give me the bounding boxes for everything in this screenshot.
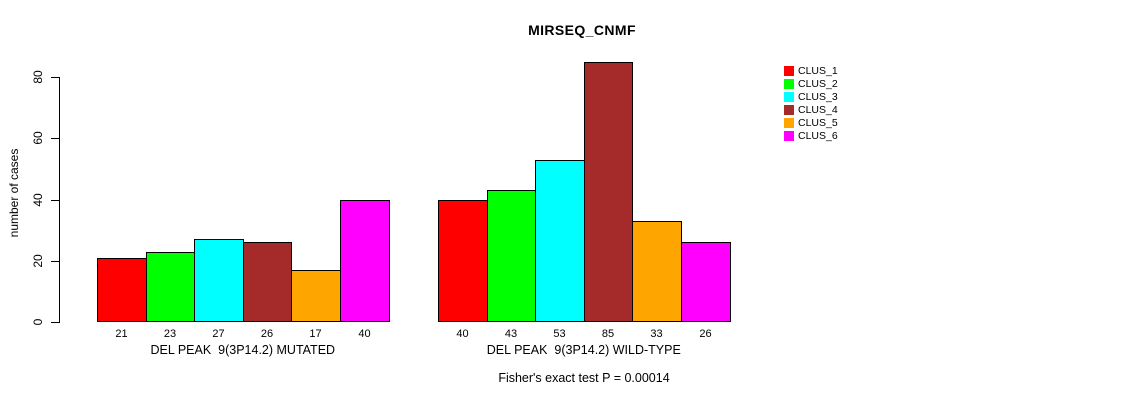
legend-label: CLUS_4 [798, 104, 838, 116]
chart-title: MIRSEQ_CNMF [528, 22, 636, 38]
legend-swatch-clus_6 [784, 131, 794, 141]
bar-clus_2-group2 [487, 190, 536, 322]
legend-swatch-clus_5 [784, 118, 794, 128]
bar-value-label: 40 [358, 328, 371, 340]
bar-value-label: 27 [212, 328, 225, 340]
bar-value-label: 40 [456, 328, 469, 340]
legend-swatch-clus_1 [784, 66, 794, 76]
legend-label: CLUS_2 [798, 78, 838, 90]
y-tick-label: 0 [31, 318, 45, 326]
bar-value-label: 26 [699, 328, 712, 340]
y-axis-label: number of cases [7, 148, 21, 238]
legend-label: CLUS_3 [798, 91, 838, 103]
y-tick-label: 20 [31, 254, 45, 268]
y-axis-tick [51, 200, 59, 201]
legend-swatch-clus_4 [784, 105, 794, 115]
bar-value-label: 33 [650, 328, 663, 340]
bar-clus_5-group2 [632, 221, 682, 322]
legend-label: CLUS_5 [798, 117, 838, 129]
legend-swatch-clus_3 [784, 92, 794, 102]
legend-swatch-clus_2 [784, 79, 794, 89]
bar-clus_4-group1 [243, 242, 292, 322]
bar-clus_2-group1 [146, 252, 195, 322]
bar-value-label: 21 [115, 328, 128, 340]
bar-value-label: 85 [601, 328, 615, 340]
bar-value-label: 43 [504, 328, 518, 340]
bar-clus_1-group1 [97, 258, 147, 322]
legend-label: CLUS_6 [798, 130, 838, 142]
y-axis-tick [51, 261, 59, 262]
y-tick-label: 40 [31, 193, 45, 207]
bar-value-label: 53 [553, 328, 566, 340]
y-axis-tick [51, 77, 59, 78]
legend-label: CLUS_1 [798, 65, 838, 77]
bar-clus_3-group2 [535, 160, 585, 322]
bar-clus_6-group1 [340, 200, 390, 322]
bar-clus_6-group2 [681, 242, 731, 322]
y-axis-tick [51, 138, 59, 139]
fisher-test-footnote: Fisher's exact test P = 0.00014 [498, 371, 670, 385]
y-tick-label: 60 [31, 131, 45, 145]
y-axis-line [59, 77, 60, 323]
bar-clus_3-group1 [194, 239, 244, 322]
bar-clus_1-group2 [438, 200, 488, 322]
bar-clus_5-group1 [291, 270, 341, 322]
bar-value-label: 17 [309, 328, 322, 340]
y-axis-tick [51, 322, 59, 323]
x-category-label: DEL PEAK 9(3P14.2) MUTATED [150, 343, 336, 357]
bar-value-label: 23 [163, 328, 177, 340]
x-category-label: DEL PEAK 9(3P14.2) WILD-TYPE [486, 343, 681, 357]
bar-value-label: 26 [260, 328, 274, 340]
bar-clus_4-group2 [584, 62, 633, 322]
y-tick-label: 80 [31, 70, 45, 84]
